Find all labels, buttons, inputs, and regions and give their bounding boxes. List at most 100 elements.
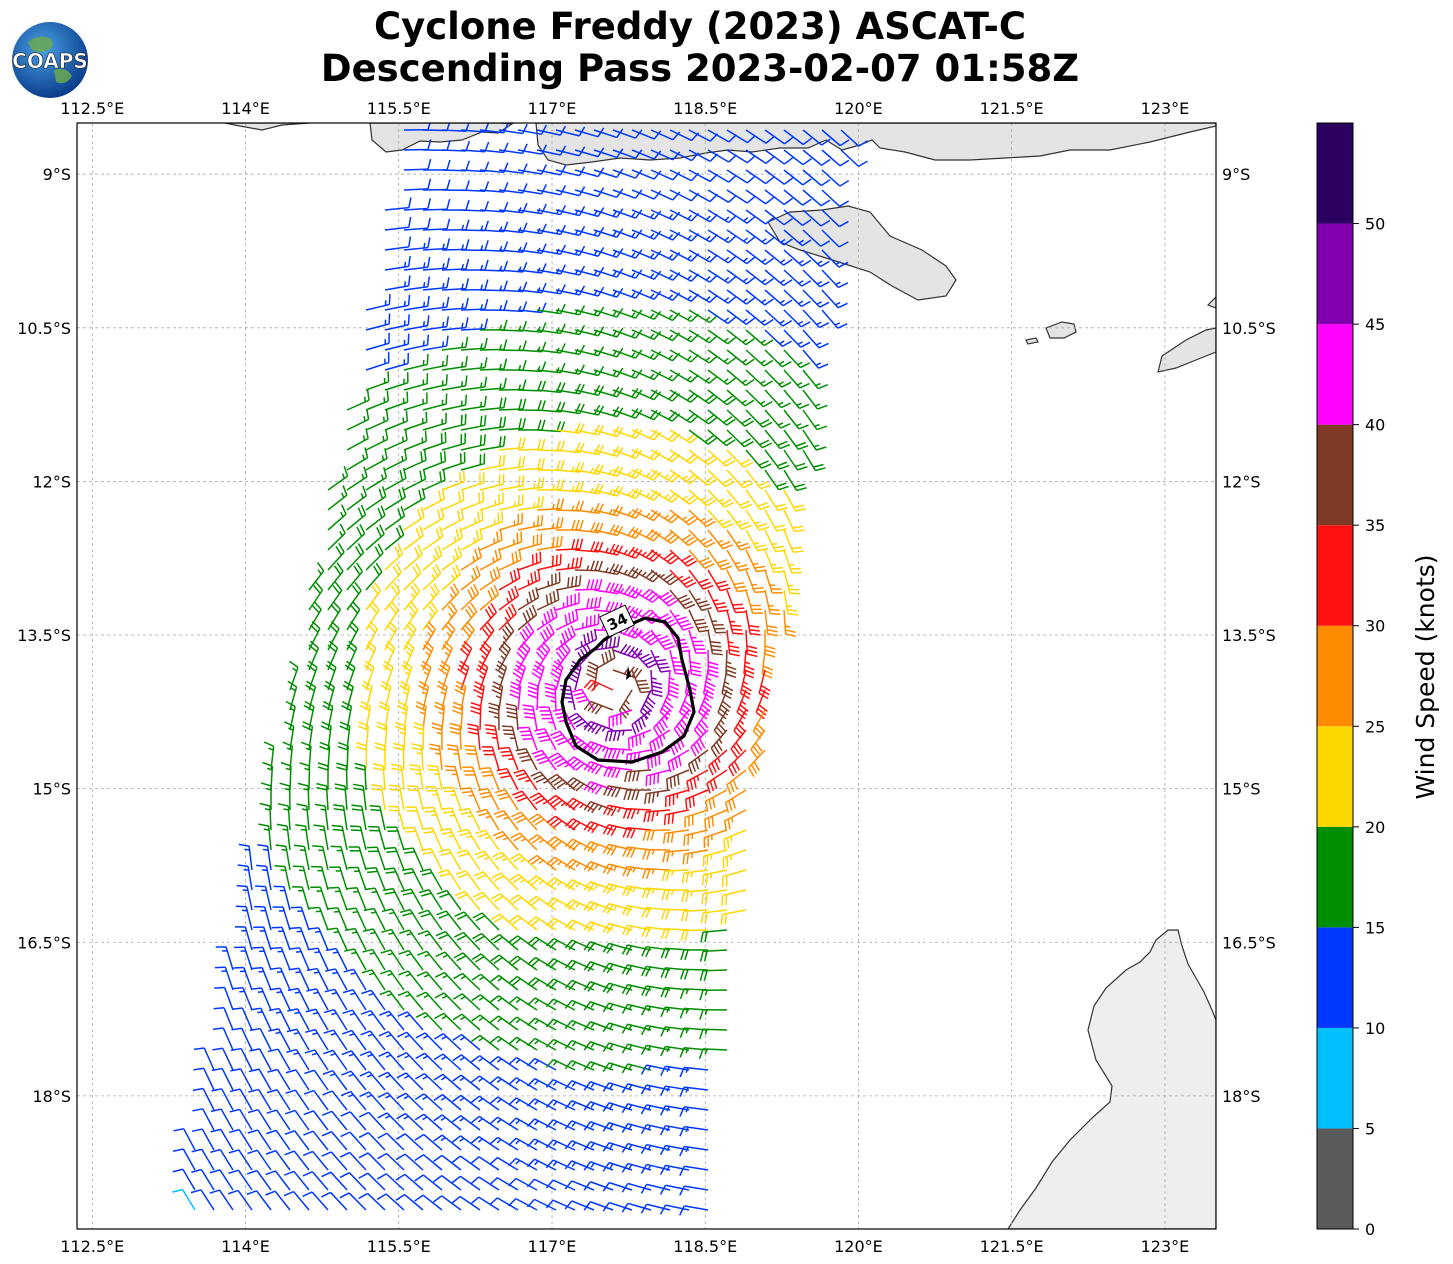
wind-barb <box>304 1069 329 1091</box>
wind-barb <box>764 189 794 206</box>
wind-barb <box>680 968 709 980</box>
wind-barb <box>659 1184 690 1195</box>
wind-barb <box>384 486 407 511</box>
wind-barb <box>433 1154 462 1171</box>
wind-barb <box>284 1170 310 1191</box>
wind-barb <box>379 990 405 1011</box>
wind-barb <box>726 129 756 144</box>
wind-barb <box>470 1156 500 1171</box>
wind-barb <box>215 946 234 971</box>
wind-barb <box>679 1066 709 1078</box>
colorbar-tick-label-9: 45 <box>1365 315 1385 334</box>
wind-barb <box>745 329 774 347</box>
wind-barb <box>489 1156 519 1171</box>
wind-barb <box>508 1137 538 1151</box>
wind-barb <box>517 587 540 611</box>
wind-barb <box>378 1071 405 1091</box>
wind-barb <box>726 389 755 407</box>
wind-barb <box>479 767 500 791</box>
land-australia <box>1007 929 1216 1229</box>
wind-barb <box>673 709 690 738</box>
wind-barb <box>783 549 803 574</box>
wind-barb <box>340 1131 367 1151</box>
wind-barb <box>255 885 272 911</box>
wind-barb <box>321 1171 348 1191</box>
wind-barb <box>212 1027 234 1051</box>
wind-barb <box>667 749 690 773</box>
wind-barb <box>702 849 728 867</box>
wind-barb <box>327 465 349 491</box>
lon-label-top-4: 118.5°E <box>673 99 737 118</box>
wind-barb <box>574 483 604 495</box>
wind-barb <box>459 640 473 671</box>
wind-barb <box>721 869 747 887</box>
wind-barb <box>680 929 709 941</box>
wind-barb <box>403 178 432 191</box>
wind-barb <box>365 448 388 471</box>
wind-barb <box>407 785 424 811</box>
wind-barb <box>449 722 462 751</box>
wind-barb <box>260 782 272 811</box>
wind-barb <box>593 505 624 517</box>
wind-barb <box>460 357 488 371</box>
wind-barb <box>249 1027 272 1051</box>
lat-label-right-3: 13.5°S <box>1222 626 1276 645</box>
wind-barb <box>403 525 424 551</box>
wind-barb <box>621 1182 652 1193</box>
wind-barb <box>403 276 431 291</box>
wind-barb <box>564 1120 595 1131</box>
wind-barb <box>660 1065 690 1077</box>
wind-barb <box>574 628 598 651</box>
wind-barb <box>416 950 443 971</box>
wind-barb <box>491 892 519 911</box>
wind-barb <box>323 1029 348 1051</box>
wind-barb <box>708 749 728 776</box>
wind-barb <box>441 258 470 271</box>
wind-barb <box>248 1088 272 1111</box>
wind-barb <box>726 169 756 184</box>
wind-barb <box>802 369 829 390</box>
wind-barb <box>602 1122 633 1132</box>
wind-barb <box>509 914 538 931</box>
wind-barb <box>631 209 662 220</box>
wind-barb <box>700 929 728 943</box>
wind-barb <box>640 1104 671 1115</box>
wind-barb <box>479 566 501 591</box>
wind-barb <box>460 565 481 591</box>
wind-barb <box>498 475 525 491</box>
wind-barb <box>397 1031 424 1051</box>
wind-barb <box>612 189 643 199</box>
wind-barb <box>490 913 519 931</box>
wind-barb <box>436 889 462 911</box>
wind-barb <box>327 640 339 671</box>
wind-barb <box>323 1008 348 1031</box>
wind-barb <box>342 989 367 1011</box>
lat-label-left-0: 9°S <box>43 165 71 184</box>
wind-barb <box>360 1009 386 1031</box>
wind-barb <box>508 935 538 951</box>
wind-barb <box>593 582 623 595</box>
wind-barb <box>341 1070 367 1091</box>
wind-barb <box>210 1128 234 1151</box>
title-line-2: Descending Pass 2023-02-07 01:58Z <box>320 47 1080 90</box>
wind-barb <box>472 932 500 951</box>
wind-barb <box>422 238 451 251</box>
wind-barb <box>802 229 831 247</box>
wind-barb <box>352 783 367 811</box>
wind-barb <box>384 197 412 211</box>
wind-barb <box>665 789 690 808</box>
wind-barb <box>361 680 373 711</box>
wind-barb <box>344 948 367 971</box>
wind-barb <box>403 217 431 231</box>
wind-barb <box>555 166 586 177</box>
wind-barb <box>608 709 633 728</box>
wind-barb <box>821 309 848 329</box>
wind-barb <box>378 1030 405 1051</box>
wind-barb <box>330 845 348 871</box>
wind-barb <box>295 823 310 851</box>
wind-barb <box>764 489 789 512</box>
wind-barb <box>379 969 405 991</box>
wind-barb <box>679 1106 709 1117</box>
wind-barb <box>642 829 671 841</box>
wind-barb <box>403 295 430 311</box>
